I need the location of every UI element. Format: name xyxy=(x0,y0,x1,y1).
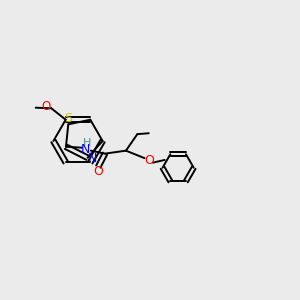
Text: H: H xyxy=(83,138,91,148)
Text: O: O xyxy=(144,154,154,167)
Text: N: N xyxy=(88,152,97,165)
Text: O: O xyxy=(42,100,51,113)
Text: O: O xyxy=(93,165,103,178)
Text: N: N xyxy=(81,143,90,156)
Text: S: S xyxy=(64,112,72,125)
